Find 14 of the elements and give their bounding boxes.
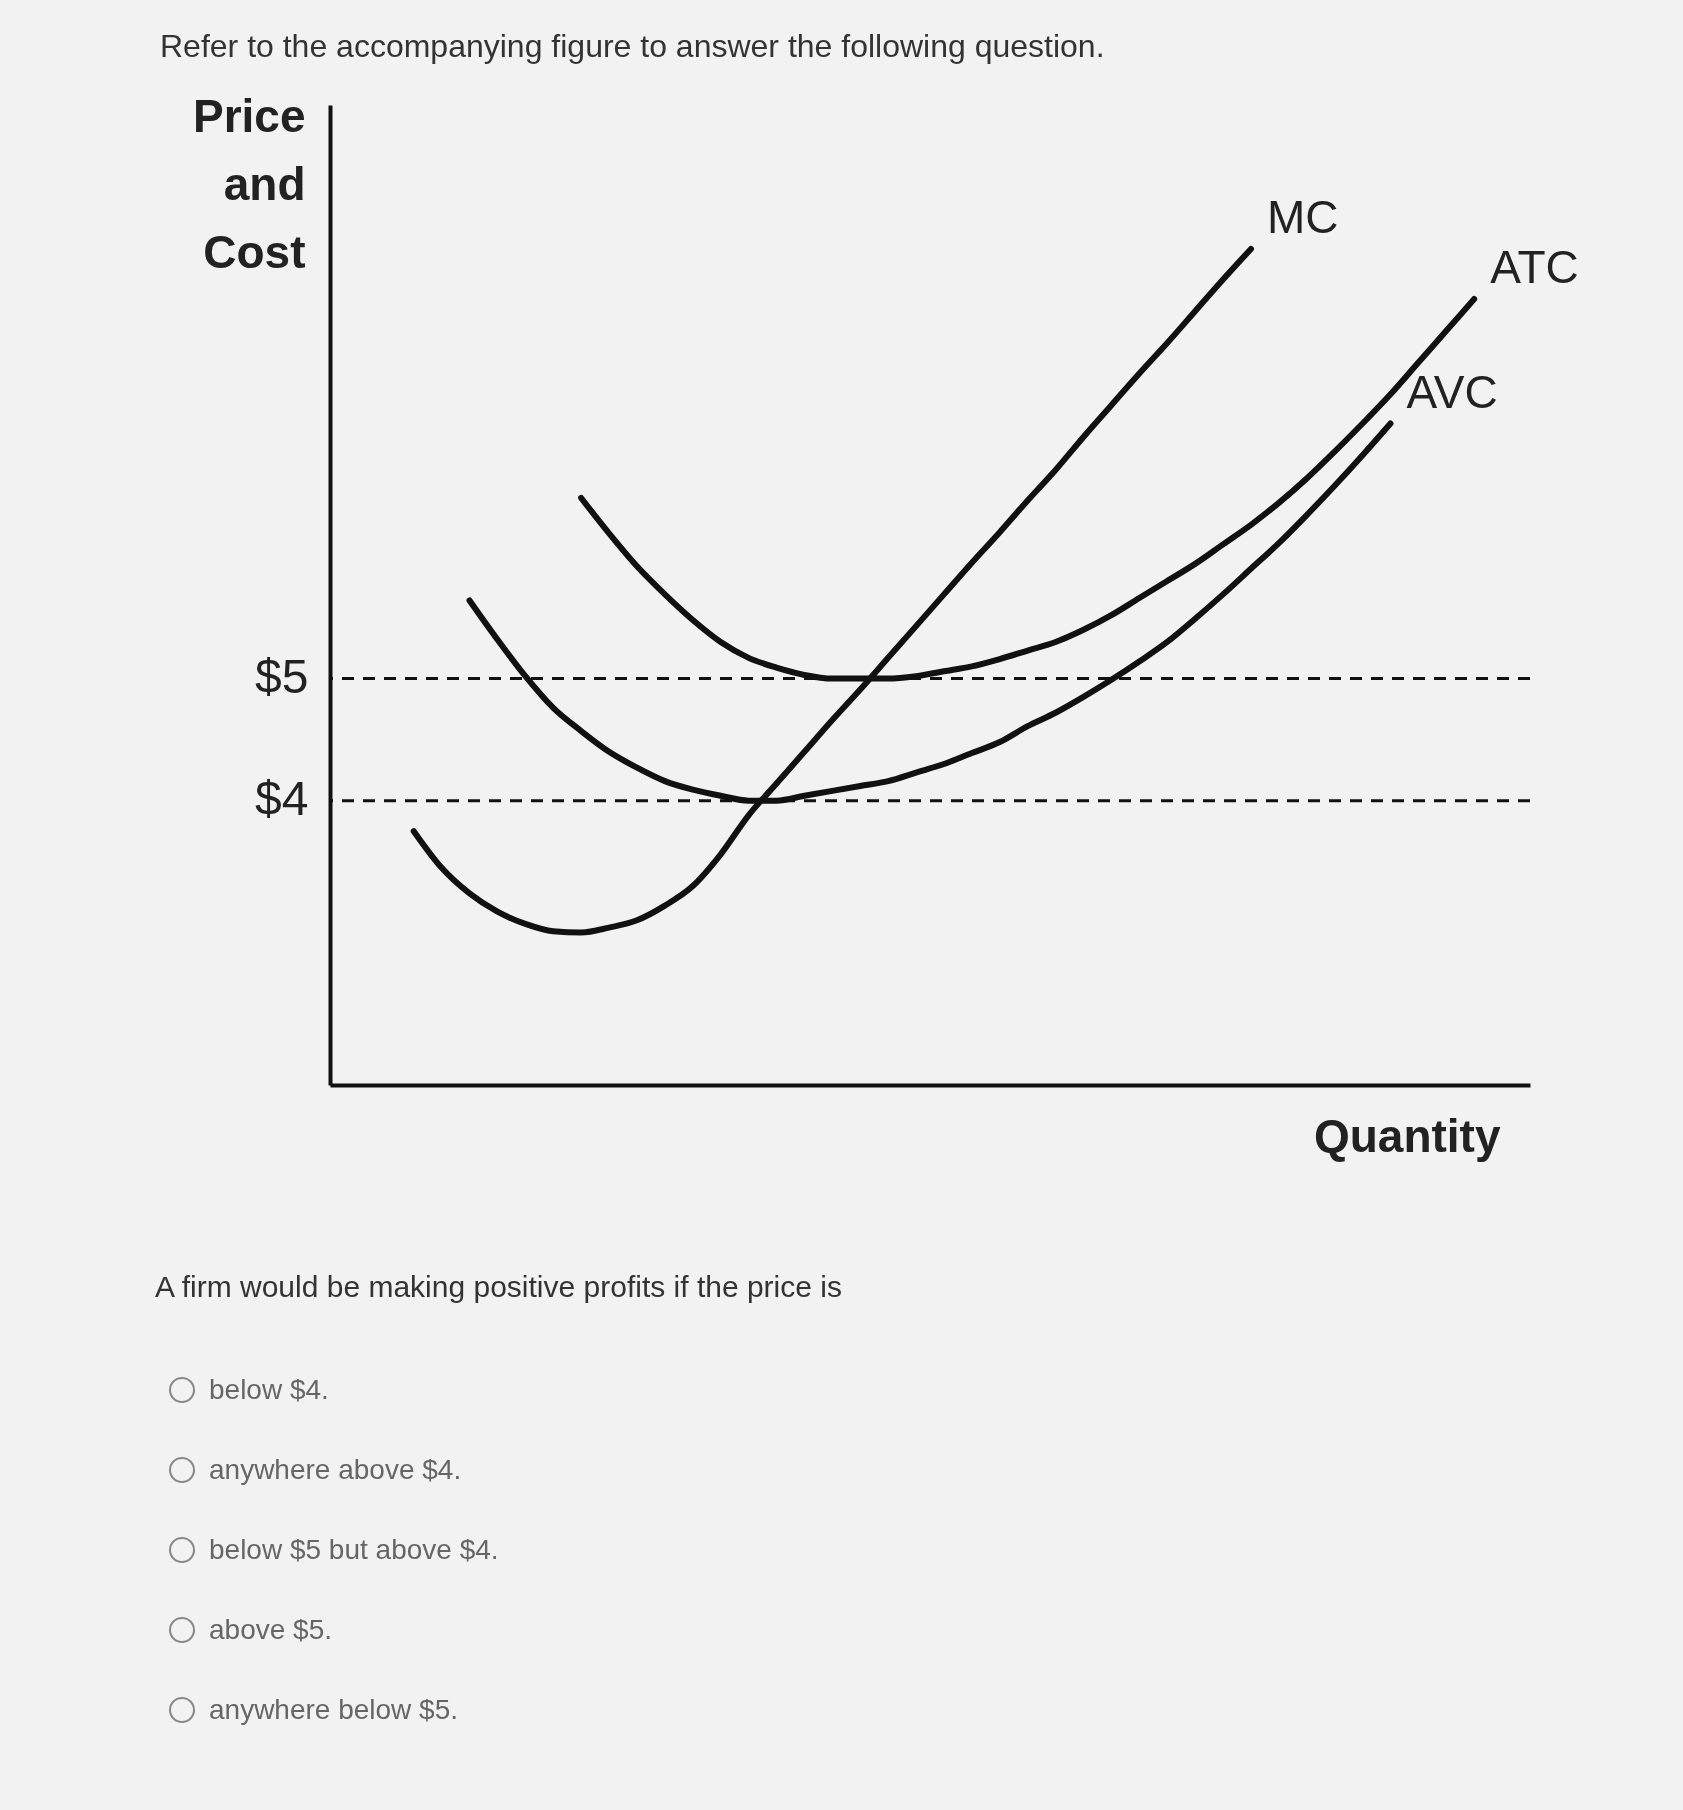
y-tick-label: $5	[255, 650, 309, 704]
text: below $5 but above $4.	[209, 1534, 499, 1566]
text: A firm would be making positive profits if the price is	[155, 1270, 842, 1304]
text: above $5.	[209, 1614, 332, 1646]
text: below $4.	[209, 1374, 329, 1406]
text: anywhere above $4.	[209, 1454, 462, 1486]
series-label: AVC	[1406, 365, 1498, 418]
series-label: MC	[1266, 191, 1339, 244]
y-axis-title: Price and Cost	[192, 89, 306, 278]
x-axis-title: Quantity	[1313, 1109, 1501, 1162]
y-tick-label: $4	[255, 772, 309, 826]
chart-title: Refer to the accompanying figure to answer the following question.	[160, 28, 1105, 65]
text: anywhere below $5.	[209, 1694, 459, 1726]
series-label: ATC	[1490, 241, 1579, 294]
